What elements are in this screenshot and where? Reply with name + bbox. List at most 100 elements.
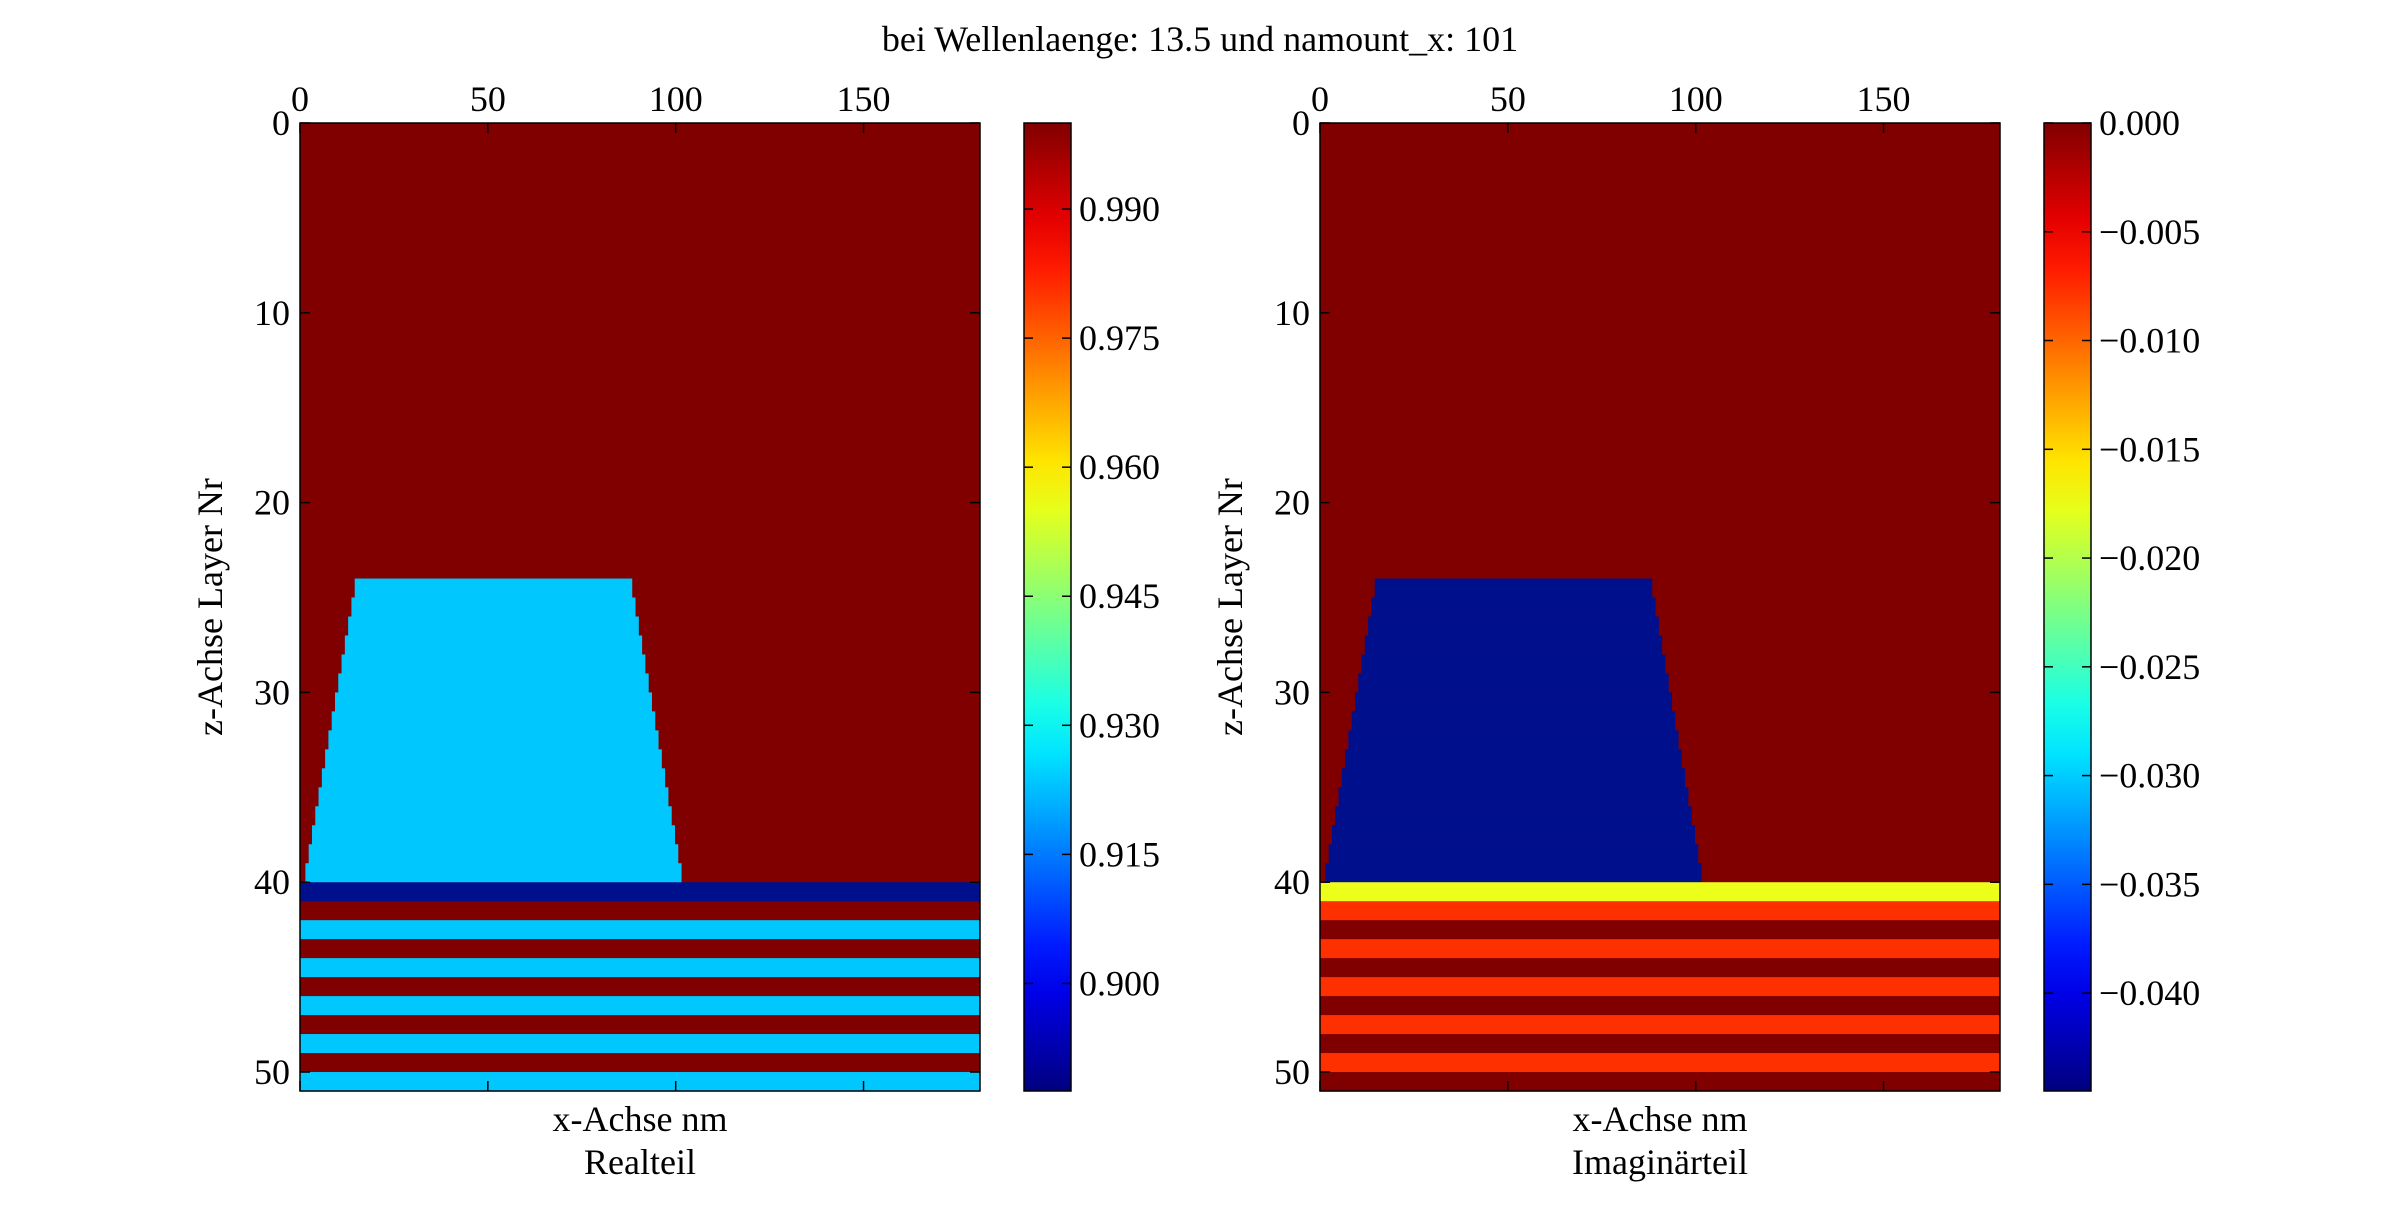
heatmap-1-trapezoid-step-13 (1331, 825, 1695, 845)
heatmap-0-ytick-label-3: 30 (254, 672, 290, 712)
heatmap-1-band-1 (1320, 882, 2000, 902)
heatmap-1-trapezoid-step-4 (1361, 654, 1666, 675)
heatmap-0-xtick-label-2: 100 (649, 79, 703, 119)
heatmap-1-ylabel: z-Achse Layer Nr (1210, 478, 1250, 736)
heatmap-0-trapezoid-step-13 (311, 825, 675, 845)
heatmap-0-trapezoid-step-5 (338, 673, 649, 694)
heatmap-0-trapezoid-step-2 (348, 616, 639, 637)
heatmap-1-band-11 (1320, 1072, 2000, 1092)
heatmap-0-xtick-label-1: 50 (470, 79, 506, 119)
heatmap-0-colorbar-tick-label-4: 0.930 (1079, 705, 1160, 745)
heatmap-0-band-8 (300, 1015, 980, 1035)
heatmap-0-ytick-label-4: 40 (254, 862, 290, 902)
heatmap-1-trapezoid-step-2 (1368, 616, 1659, 637)
heatmap-0-trapezoid (305, 578, 682, 883)
heatmap-1-colorbar-tick-label-6: −0.030 (2099, 756, 2200, 796)
heatmap-0-trapezoid-step-0 (354, 578, 633, 599)
heatmap-1-ytick-label-5: 50 (1274, 1052, 1310, 1092)
heatmap-0-xlabel: x-Achse nm (553, 1099, 728, 1139)
heatmap-1-title: Imaginärteil (1572, 1142, 1748, 1182)
heatmap-0-ytick-label-5: 50 (254, 1052, 290, 1092)
heatmap-1-trapezoid (1325, 578, 1702, 883)
heatmap-1-colorbar-tick-label-1: −0.005 (2099, 212, 2200, 252)
heatmap-0-colorbar-tick-label-6: 0.900 (1079, 963, 1160, 1003)
heatmap-0-ylabel: z-Achse Layer Nr (190, 478, 230, 736)
heatmap-1-xtick-label-1: 50 (1490, 79, 1526, 119)
heatmap-1-xlabel: x-Achse nm (1573, 1099, 1748, 1139)
heatmap-0-trapezoid-step-12 (315, 806, 672, 826)
heatmap-1-colorbar-tick-label-7: −0.035 (2099, 864, 2200, 904)
heatmap-0-band-7 (300, 996, 980, 1016)
heatmap-0-trapezoid-step-4 (341, 654, 646, 675)
heatmap-0-colorbar-tick-label-2: 0.960 (1079, 447, 1160, 487)
heatmap-0-band-5 (300, 958, 980, 978)
heatmap-1-trapezoid-step-3 (1364, 635, 1663, 656)
heatmap-1-trapezoid-step-9 (1345, 749, 1682, 769)
heatmap-0-colorbar-tick-label-5: 0.915 (1079, 834, 1160, 874)
heatmap-1-band-10 (1320, 1053, 2000, 1073)
heatmap-0-trapezoid-step-8 (328, 730, 659, 750)
heatmap-1-ytick-label-0: 0 (1292, 103, 1310, 143)
heatmap-0-title: Realteil (584, 1142, 696, 1182)
heatmap-0-band-11 (300, 1072, 980, 1092)
heatmap-1-trapezoid-step-12 (1335, 806, 1692, 826)
heatmap-0-trapezoid-step-10 (321, 768, 666, 788)
heatmap-1-band-9 (1320, 1034, 2000, 1054)
heatmap-1-ytick-label-4: 40 (1274, 862, 1310, 902)
heatmap-1-ytick-label-1: 10 (1274, 293, 1310, 333)
heatmap-0-trapezoid-step-9 (325, 749, 662, 769)
heatmap-1-colorbar (2043, 122, 2092, 1092)
heatmap-1-band-2 (1320, 901, 2000, 921)
heatmap-1-colorbar-tick-label-4: −0.020 (2099, 538, 2200, 578)
heatmap-1-xtick-label-3: 150 (1857, 79, 1911, 119)
heatmap-1-xtick-label-0: 0 (1311, 79, 1329, 119)
panel-imaginaerteil: 0 50 100 150 0 10 20 30 40 50 x-Achse nmImaginärte… (1210, 79, 2200, 1182)
heatmap-0-ytick-label-1: 10 (254, 293, 290, 333)
heatmap-1-trapezoid-step-10 (1341, 768, 1686, 788)
heatmap-0-xtick-label-0: 0 (291, 79, 309, 119)
figure-suptitle: bei Wellenlaenge: 13.5 und namount_x: 10… (882, 19, 1518, 59)
heatmap-0-band-4 (300, 939, 980, 959)
heatmap-1-trapezoid-step-8 (1348, 730, 1679, 750)
heatmap-1-trapezoid-step-6 (1354, 692, 1672, 712)
heatmap-0-band-10 (300, 1053, 980, 1073)
heatmap-0-trapezoid-step-15 (305, 863, 682, 883)
heatmap-1-colorbar-tick-label-8: −0.040 (2099, 973, 2200, 1013)
heatmap-1-ytick-label-3: 30 (1274, 672, 1310, 712)
heatmap-1-trapezoid-step-1 (1371, 597, 1656, 618)
heatmap-0-colorbar (1023, 122, 1072, 1092)
heatmap-0-frame (299, 122, 981, 1092)
heatmap-0-band-9 (300, 1034, 980, 1054)
heatmap-0-ytick-label-0: 0 (272, 103, 290, 143)
heatmap-1-trapezoid-step-7 (1351, 711, 1676, 731)
heatmap-0-trapezoid-step-3 (344, 635, 643, 656)
heatmap-1-band-5 (1320, 958, 2000, 978)
heatmap-1-colorbar-tick-label-5: −0.025 (2099, 647, 2200, 687)
heatmap-0-colorbar-tick-label-0: 0.990 (1079, 189, 1160, 229)
heatmap-0-band-6 (300, 977, 980, 997)
heatmap-1-xtick-label-2: 100 (1669, 79, 1723, 119)
heatmap-1-frame (1319, 122, 2001, 1092)
heatmap-0-colorbar-tick-label-3: 0.945 (1079, 576, 1160, 616)
heatmap-0-trapezoid-step-1 (351, 597, 636, 618)
heatmap-0-trapezoid-step-11 (318, 787, 669, 807)
heatmap-1-trapezoid-step-11 (1338, 787, 1689, 807)
heatmap-1-band-4 (1320, 939, 2000, 959)
heatmap-1-colorbar-tick-label-3: −0.015 (2099, 429, 2200, 469)
heatmap-1-band-8 (1320, 1015, 2000, 1035)
heatmap-0-band-1 (300, 882, 980, 902)
heatmap-1-colorbar-tick-label-0: 0.000 (2099, 103, 2180, 143)
heatmap-1-ytick-label-2: 20 (1274, 483, 1310, 523)
heatmap-0-trapezoid-step-6 (334, 692, 652, 712)
heatmap-0-band-2 (300, 901, 980, 921)
heatmap-0-colorbar-tick-label-1: 0.975 (1079, 318, 1160, 358)
heatmap-1-trapezoid-step-14 (1328, 844, 1699, 864)
heatmap-0-ytick-label-2: 20 (254, 483, 290, 523)
heatmap-1-colorbar-tick-label-2: −0.010 (2099, 321, 2200, 361)
heatmap-1-trapezoid-step-15 (1325, 863, 1702, 883)
heatmap-1-band-6 (1320, 977, 2000, 997)
heatmap-1-trapezoid-step-5 (1358, 673, 1669, 694)
heatmap-0-trapezoid-step-14 (308, 844, 679, 864)
